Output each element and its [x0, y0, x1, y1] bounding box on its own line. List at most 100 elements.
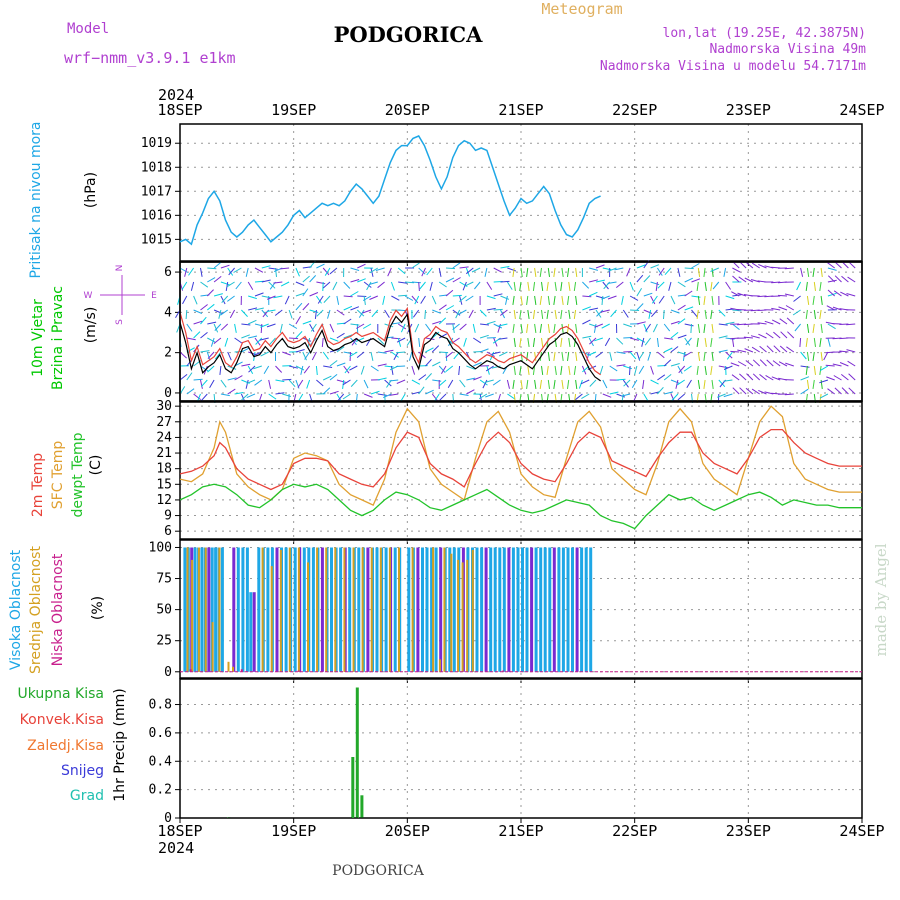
- wind-arrow: [827, 262, 835, 269]
- wind-arrow: [411, 295, 419, 304]
- wind-arrow: [766, 359, 774, 367]
- wind-arrow: [447, 379, 454, 388]
- cloud-bar: [534, 547, 538, 672]
- wind-arrow: [486, 307, 496, 311]
- wind-arrow: [800, 267, 804, 277]
- wind-arrow: [472, 323, 476, 333]
- wind-arrow: [439, 393, 447, 401]
- wind-arrow: [356, 309, 365, 317]
- wind-arrow: [587, 351, 597, 356]
- cloud-bar: [502, 547, 506, 672]
- wind-arrow: [670, 379, 680, 384]
- wind-arrow: [677, 334, 687, 339]
- wind-arrow: [607, 267, 617, 272]
- wind-arrow: [573, 309, 577, 319]
- wind-arrow: [739, 373, 747, 381]
- wind-arrow: [541, 309, 544, 319]
- wind-arrow: [771, 307, 781, 311]
- temp-tick-label: 9: [164, 509, 172, 524]
- wind-arrow: [553, 351, 556, 361]
- wind-arrow: [697, 351, 701, 361]
- wind-arrow: [316, 263, 325, 269]
- wind-arrow: [261, 265, 271, 269]
- wind-arrow: [581, 393, 590, 400]
- wind-arrow: [779, 345, 788, 353]
- wind-arrow: [737, 361, 747, 367]
- wind-arrow: [400, 323, 406, 333]
- wind-arrow: [757, 295, 767, 298]
- temp-tick-label: 24: [156, 430, 172, 445]
- wind-arrow: [206, 289, 214, 297]
- wind-arrow: [711, 351, 714, 361]
- cloud-tick-label: 25: [156, 634, 172, 649]
- wind-arrow: [567, 267, 570, 277]
- wind-arrow: [676, 379, 685, 386]
- wind-arrow: [452, 277, 461, 283]
- wind-arrow: [253, 365, 262, 370]
- wind-arrow: [411, 262, 420, 269]
- wind-arrow: [309, 292, 319, 297]
- legend-item: Konvek.Kisa: [20, 712, 104, 728]
- cloud-bar: [189, 669, 192, 672]
- wind-arrow: [357, 278, 366, 283]
- day-label-bottom: 20SEP: [385, 822, 430, 840]
- wind-arrow: [350, 337, 357, 346]
- wind-arrow: [784, 267, 794, 270]
- wind-arrow: [539, 379, 542, 389]
- wind-arrow: [458, 309, 467, 315]
- cloud-unit: (%): [90, 596, 106, 620]
- wind-arrow: [575, 267, 578, 277]
- pressure-panel: 1015 1016 1017 1018 1019: [141, 123, 863, 266]
- wind-arrow: [697, 323, 701, 333]
- pressure-tick-label: 1019: [141, 136, 172, 151]
- wind-arrow: [273, 295, 283, 299]
- wind-arrow: [248, 365, 256, 373]
- wind-arrow: [275, 392, 285, 395]
- wind-arrow: [295, 302, 303, 311]
- wind-arrow: [486, 365, 490, 375]
- wind-arrow: [309, 323, 315, 333]
- wind-arrow: [534, 351, 537, 361]
- wind-arrow: [785, 305, 795, 311]
- wind-arrow: [507, 393, 516, 400]
- wind-arrow: [390, 365, 394, 375]
- wind-arrow: [723, 365, 733, 370]
- wind-arrow: [636, 337, 646, 343]
- day-label-bottom: 22SEP: [612, 822, 657, 840]
- wind-arrow: [657, 386, 664, 395]
- wind-arrow: [405, 281, 415, 284]
- wind-arrow: [519, 337, 522, 347]
- wind-arrow: [609, 351, 613, 361]
- wind-arrow: [750, 335, 760, 339]
- wind-arrow: [670, 346, 679, 353]
- day-label-bottom: 24SEP: [839, 822, 884, 840]
- wind-arrow: [834, 261, 842, 269]
- wind-arrow: [382, 393, 392, 399]
- wind-arrow: [445, 365, 454, 372]
- wind-arrow: [730, 362, 740, 367]
- wind-arrow: [452, 294, 462, 297]
- wind-arrow: [786, 346, 795, 353]
- wind-arrow: [686, 379, 692, 388]
- wind-arrow: [255, 337, 263, 345]
- temp-ylabel3: dewpt Temp: [70, 432, 86, 517]
- wind-arrow: [848, 387, 856, 395]
- cloud-bar: [393, 547, 397, 672]
- wind-arrow: [636, 303, 644, 311]
- wind-arrow: [186, 388, 195, 395]
- wind-arrow: [254, 379, 263, 386]
- wind-arrow: [711, 379, 714, 389]
- wind-arrow: [703, 351, 706, 361]
- wind-arrow: [398, 281, 408, 284]
- wind-arrow: [691, 295, 701, 298]
- wind-arrow: [602, 281, 609, 290]
- wind-arrow: [357, 263, 366, 269]
- wind-arrow: [323, 365, 333, 368]
- wind-tick-label: 6: [164, 265, 172, 280]
- wind-arrow: [784, 293, 794, 297]
- wind-arrow: [800, 351, 807, 360]
- wind-arrow: [553, 267, 556, 277]
- wind-arrow: [805, 309, 808, 319]
- wind-arrow: [425, 337, 435, 340]
- wind-arrow: [350, 279, 360, 283]
